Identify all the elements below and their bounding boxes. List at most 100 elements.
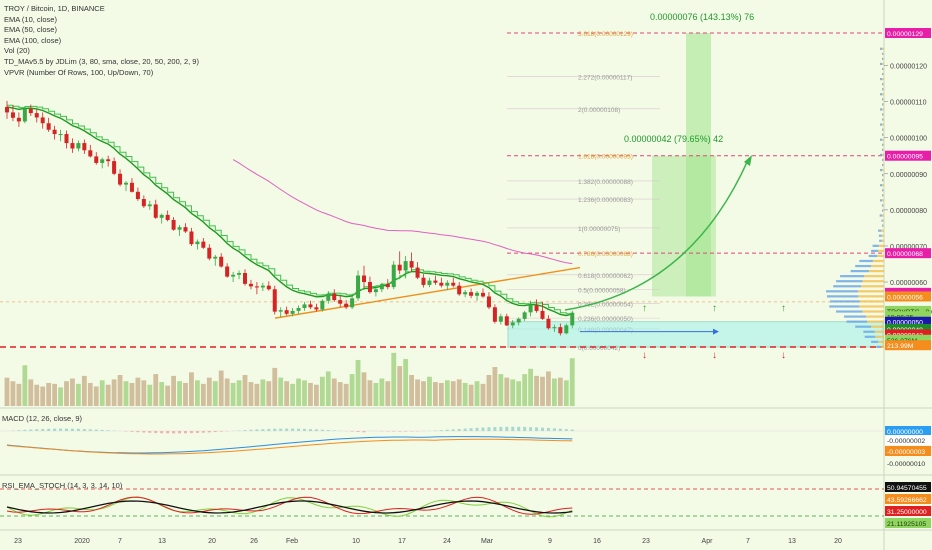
volume-bar — [510, 379, 516, 406]
volume-bar — [4, 377, 10, 406]
down-arrow-icon: ↓ — [712, 350, 717, 361]
volume-bar — [81, 375, 87, 406]
vpvr-row — [833, 285, 862, 288]
macd-histogram-bar — [178, 431, 182, 434]
legend-vpvr[interactable]: VPVR (Number Of Rows, 100, Up/Down, 70) — [4, 67, 154, 77]
candle-body — [296, 308, 301, 311]
volume-bar — [22, 365, 28, 406]
price-marker — [885, 150, 931, 161]
candle-body — [308, 304, 313, 308]
volume-bar — [242, 375, 248, 406]
volume-bar — [236, 380, 242, 406]
time-axis-label: 20 — [834, 538, 842, 545]
macd-histogram-bar — [195, 431, 199, 433]
macd-histogram-bar — [160, 431, 164, 434]
vpvr-row — [883, 204, 884, 207]
candle-body — [427, 280, 432, 285]
vpvr-row — [876, 345, 881, 348]
volume-bar — [427, 376, 432, 406]
candle-body — [124, 182, 128, 185]
volume-bar — [224, 378, 230, 406]
volume-bar — [397, 366, 403, 406]
volume-bar — [58, 387, 63, 406]
legend-ema10[interactable]: EMA (10, close) — [4, 14, 57, 24]
vpvr-row — [871, 340, 879, 343]
volume-bar — [355, 359, 361, 406]
volume-bar — [367, 380, 373, 406]
price-marker-label: 0.00000050 — [887, 320, 923, 327]
vpvr-row — [880, 138, 883, 141]
rsi-axis-marker — [885, 482, 931, 492]
volume-bar — [492, 367, 498, 406]
volume-bar — [433, 382, 438, 406]
vpvr-row — [882, 98, 884, 101]
fib-level-label: 0(0.00000042) — [578, 345, 620, 352]
vpvr-row — [881, 219, 883, 222]
vpvr-row — [877, 254, 884, 258]
vpvr-row — [882, 209, 884, 212]
macd-histogram-bar — [481, 427, 485, 431]
candle-body — [135, 191, 140, 200]
legend-td-ma[interactable]: TD_MAv5.5 by JDLim (3, 80, sma, close, 2… — [4, 56, 199, 66]
candle-body — [34, 113, 39, 118]
macd-histogram-bar — [47, 428, 51, 431]
candle-body — [70, 143, 75, 149]
candle-body — [344, 303, 349, 308]
time-axis-label: 16 — [593, 538, 601, 545]
candle-body — [397, 264, 402, 271]
volume-bar — [337, 382, 343, 406]
macd-histogram-bar — [100, 429, 104, 431]
volume-bar — [189, 372, 194, 406]
vpvr-row — [882, 88, 884, 91]
macd-pane-label[interactable]: MACD (12, 26, close, 9) — [2, 414, 83, 423]
price-marker-label: 0.00000056 — [887, 294, 923, 301]
vpvr-row — [882, 158, 884, 162]
macd-axis-label: -0.00000002 — [887, 438, 925, 445]
macd-histogram-bar — [451, 429, 455, 431]
macd-histogram-bar — [356, 431, 360, 432]
candle-body — [237, 273, 242, 275]
volume-bar — [284, 381, 290, 406]
candle-body — [213, 256, 218, 259]
time-axis-label: 24 — [443, 538, 451, 545]
price-tick-label: 0.00000060 — [890, 280, 927, 287]
legend-ema50[interactable]: EMA (50, close) — [4, 25, 57, 35]
candle-body — [546, 318, 551, 329]
vpvr-row — [882, 143, 884, 146]
candle-body — [201, 241, 206, 248]
vpvr-row — [882, 133, 884, 136]
macd-histogram-bar — [433, 430, 437, 431]
candle-body — [421, 277, 426, 285]
legend-volume[interactable]: Vol (20) — [4, 46, 30, 56]
vpvr-row — [883, 194, 884, 197]
vpvr-row — [882, 77, 884, 81]
rsi-stoch-d — [6, 496, 573, 515]
volume-bar — [266, 381, 272, 406]
macd-histogram-bar — [243, 430, 247, 431]
chart-title[interactable]: TROY / Bitcoin, 1D, BINANCE — [4, 4, 105, 13]
vpvr-row — [875, 335, 884, 338]
macd-histogram-bar — [130, 431, 134, 432]
volume-bar — [159, 382, 165, 406]
vpvr-row — [881, 239, 884, 242]
volume-bar — [325, 371, 331, 406]
macd-histogram-bar — [332, 430, 336, 431]
macd-histogram-bar — [65, 428, 68, 431]
macd-histogram-bar — [469, 428, 473, 431]
rsi-pane-label[interactable]: RSI_EMA_STOCH (14, 3, 3, 14, 10) — [2, 481, 123, 490]
candle-body — [76, 143, 81, 149]
volume-bar — [498, 374, 504, 406]
macd-axis-label: 0.00000000 — [887, 429, 923, 436]
vpvr-row — [882, 184, 884, 187]
volume-bar — [87, 382, 93, 406]
volume-bar — [415, 379, 420, 406]
volume-bar — [468, 384, 474, 406]
vpvr-row — [883, 103, 884, 106]
candle-body — [379, 284, 384, 290]
candle-body — [373, 289, 378, 293]
macd-histogram-bar — [308, 429, 312, 431]
legend-ema100[interactable]: EMA (100, close) — [4, 35, 62, 45]
volume-bar — [308, 382, 313, 406]
volume-bar — [504, 377, 510, 406]
